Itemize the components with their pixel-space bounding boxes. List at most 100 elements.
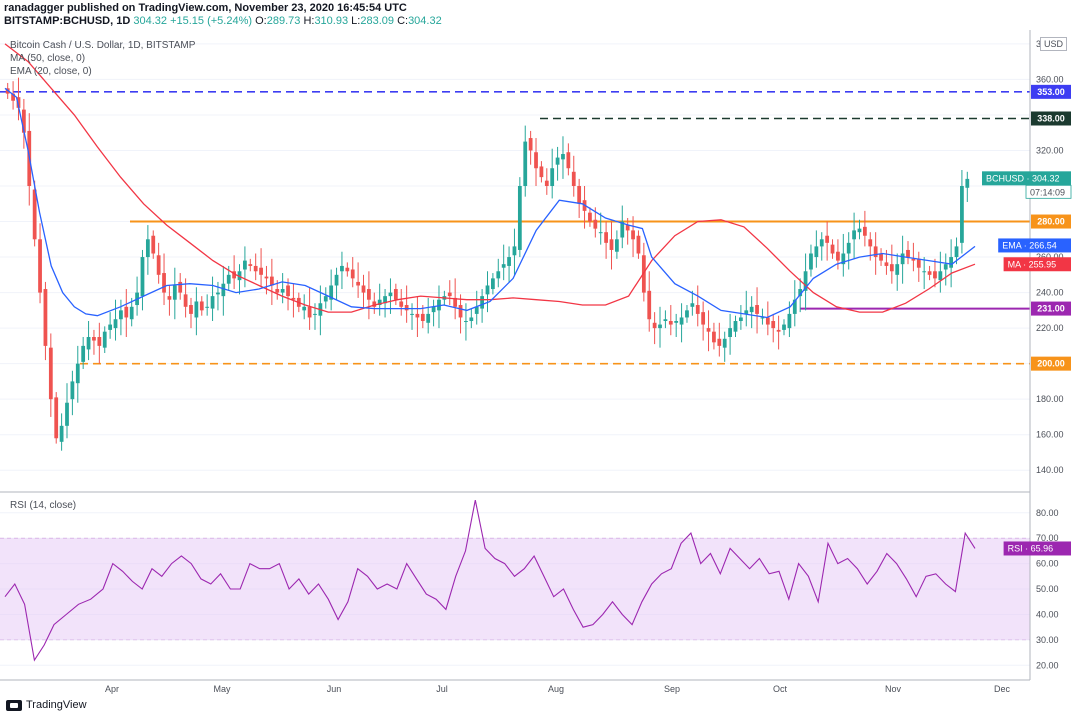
candle (614, 239, 619, 252)
candle (92, 337, 96, 341)
candle (636, 235, 641, 254)
price-tick-label: 320.00 (1036, 145, 1064, 155)
candle (81, 345, 86, 362)
candle (151, 235, 156, 254)
candle (183, 294, 188, 307)
candle (663, 319, 668, 322)
candle (43, 289, 48, 346)
candle (555, 157, 560, 165)
candle (695, 305, 700, 314)
candle (809, 253, 813, 270)
candle (658, 324, 662, 329)
candle (625, 225, 630, 231)
candle (889, 264, 894, 272)
brand-name: TradingView (26, 699, 87, 711)
candle (437, 299, 441, 311)
candle (512, 246, 517, 256)
candle (415, 313, 420, 318)
candle (485, 285, 490, 295)
footer: TradingView (6, 699, 87, 711)
candle (458, 305, 463, 318)
countdown-tag (1025, 184, 1072, 199)
currency-button[interactable]: USD (1040, 37, 1068, 51)
level-tag-label: 338.00 (1037, 113, 1065, 123)
price-pane (0, 30, 1030, 490)
candle (340, 265, 344, 272)
candle (916, 258, 921, 268)
price-tick-label: 240.00 (1036, 288, 1064, 298)
candle (528, 138, 533, 151)
candle (404, 305, 409, 311)
candle (226, 274, 231, 284)
candle (156, 255, 161, 275)
time-tick-label: Aug (548, 684, 564, 694)
candle (566, 152, 571, 169)
time-axis: Apr May Jun Jul Aug Sep Oct Nov Dec (105, 684, 1011, 694)
candle (32, 189, 37, 240)
candle (701, 312, 706, 325)
candle (927, 271, 932, 275)
price-tick-label: 360.00 (1036, 74, 1064, 84)
candle (787, 313, 792, 329)
rsi-tick-label: 30.00 (1036, 635, 1059, 645)
time-tick-label: May (213, 684, 231, 694)
candle (738, 317, 743, 322)
chart-title: Bitcoin Cash / U.S. Dollar, 1D, BITSTAMP (10, 40, 196, 51)
candle (388, 292, 393, 297)
candle (647, 290, 652, 320)
candle (717, 338, 722, 346)
close-value: 304.32 (408, 15, 442, 27)
candle (113, 319, 118, 329)
candle (129, 306, 134, 320)
ma-line (4, 43, 976, 313)
candle (539, 166, 544, 178)
time-tick-label: Apr (105, 684, 119, 694)
candle (205, 306, 210, 308)
candle (216, 292, 220, 295)
publish-info: ranadagger published on TradingView.com,… (4, 2, 407, 14)
candle (873, 246, 878, 258)
candle (862, 226, 867, 236)
candle (474, 306, 479, 314)
time-tick-label: Jun (327, 684, 342, 694)
candle (302, 306, 307, 311)
candle (162, 273, 166, 293)
candle (399, 301, 404, 307)
time-tick-label: Dec (994, 684, 1011, 694)
time-tick-label: Nov (885, 684, 902, 694)
candle (108, 324, 113, 330)
candle (140, 257, 145, 297)
candle (70, 381, 75, 400)
candle (253, 265, 258, 272)
candle (11, 93, 15, 101)
low-value: 283.09 (360, 15, 394, 27)
tradingview-logo-icon (6, 699, 22, 711)
candle (722, 338, 727, 348)
candle (879, 253, 883, 261)
candle (286, 285, 290, 297)
candle (922, 271, 927, 273)
level-tag-label: 200.00 (1037, 359, 1065, 369)
level-tag-label: 353.00 (1037, 87, 1065, 97)
price-tag-label: MA · 255.95 (1008, 259, 1057, 269)
candle (221, 283, 226, 297)
level-tag-label: 231.00 (1037, 304, 1065, 314)
candle (544, 180, 549, 186)
candle (841, 253, 846, 265)
time-tick-label: Sep (664, 684, 680, 694)
candle (469, 317, 474, 322)
high-label: H: (303, 15, 315, 27)
level-tag (1031, 356, 1071, 371)
rsi-tick-label: 40.00 (1036, 609, 1059, 619)
price-axis: 140.00 160.00 180.00 200.00 220.00 240.00 260.… (1036, 39, 1064, 475)
candle (59, 425, 64, 442)
rsi-tick-label: 80.00 (1036, 508, 1059, 518)
candle (501, 264, 506, 268)
candle (393, 289, 398, 300)
candle (377, 299, 382, 306)
candle (652, 322, 657, 329)
candle (830, 244, 835, 254)
candle (507, 257, 511, 266)
candle (641, 255, 646, 293)
candle (814, 246, 819, 258)
